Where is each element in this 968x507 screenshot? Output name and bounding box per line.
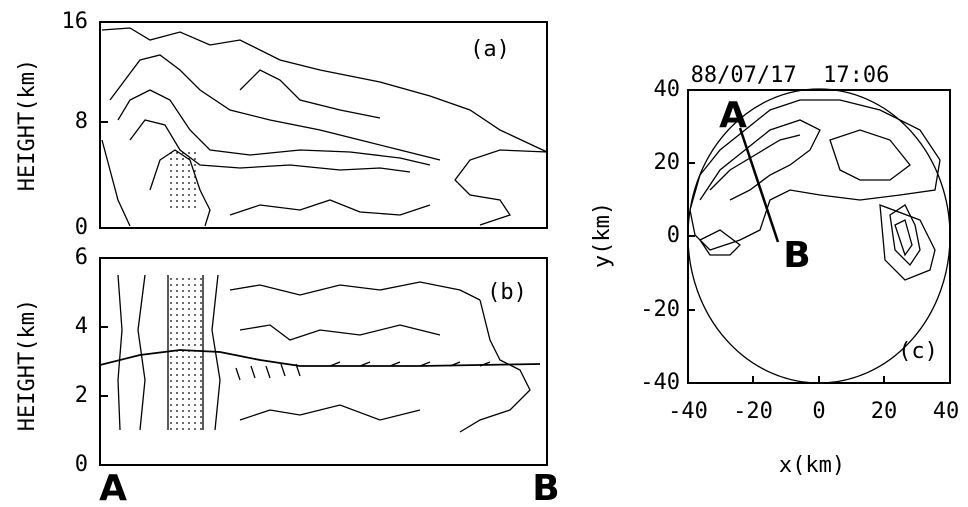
y-tick-label: 4 xyxy=(75,314,88,339)
y-tick-label: 0 xyxy=(667,223,680,248)
x-tick-label: 20 xyxy=(871,399,898,424)
panel-title: 88/07/17 17:06 xyxy=(691,63,890,88)
y-tick-label: 8 xyxy=(75,109,88,134)
x-tick-label: -20 xyxy=(733,399,773,424)
panel-a: 16 8 0 (a) HEIGHT(km) xyxy=(15,9,548,240)
contours xyxy=(689,99,941,281)
shading xyxy=(168,275,203,430)
panel-b: 6 4 2 0 (b) HEIGHT(km) xyxy=(15,245,548,477)
section-end: B xyxy=(532,468,559,507)
y-tick-label: -20 xyxy=(640,297,680,322)
y-axis-label: HEIGHT(km) xyxy=(15,299,40,431)
y-tick-label: 0 xyxy=(75,215,88,240)
panel-label: (b) xyxy=(487,280,527,305)
x-tick-label: -40 xyxy=(668,399,708,424)
y-tick-label: -40 xyxy=(640,370,680,395)
frame xyxy=(99,257,548,466)
y-tick-label: 6 xyxy=(75,245,88,270)
section-start: A xyxy=(99,468,127,507)
y-axis-label: HEIGHT(km) xyxy=(15,59,40,191)
panel-label: (a) xyxy=(470,37,510,62)
contours xyxy=(99,274,541,433)
shading xyxy=(170,150,200,210)
y-tick-label: 40 xyxy=(654,77,681,102)
y-tick-label: 20 xyxy=(654,150,681,175)
contours xyxy=(101,27,548,227)
y-tick-label: 2 xyxy=(75,383,88,408)
frame xyxy=(99,21,548,229)
y-tick-label: 16 xyxy=(62,9,89,34)
x-axis-label: x(km) xyxy=(779,453,845,478)
panel-c: -40 -20 0 20 40 40 20 0 -20 -40 88/07/17… xyxy=(590,63,959,478)
point-b: B xyxy=(783,235,810,276)
x-tick-label: 0 xyxy=(812,399,825,424)
x-tick-label: 40 xyxy=(933,399,960,424)
y-axis-label: y(km) xyxy=(590,202,615,268)
cross-section-line xyxy=(738,127,780,243)
point-a: A xyxy=(719,95,747,136)
y-tick-label: 0 xyxy=(75,452,88,477)
panel-label: (c) xyxy=(898,339,938,364)
